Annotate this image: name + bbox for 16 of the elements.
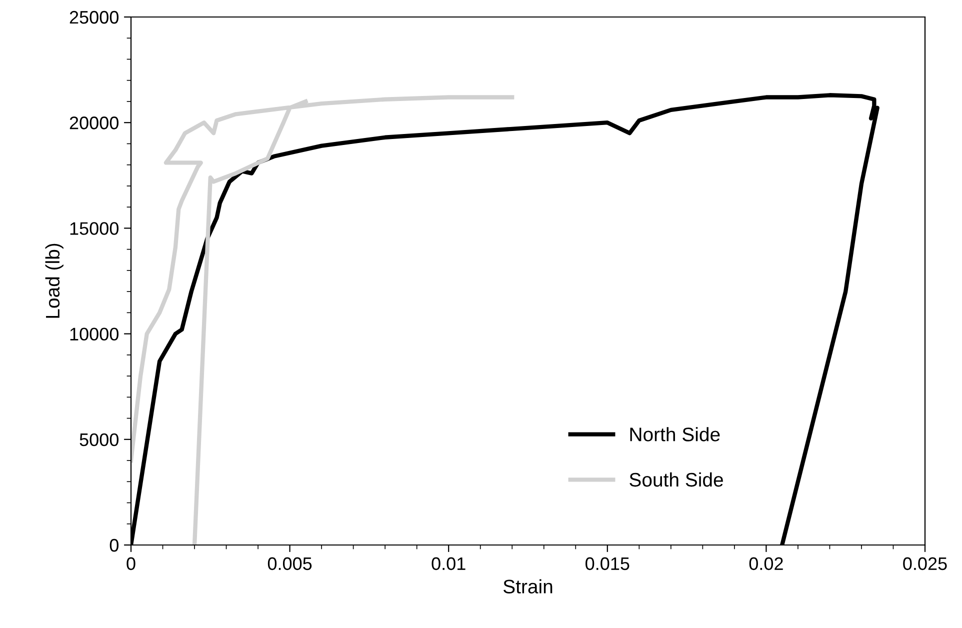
x-axis-title: Strain (503, 579, 552, 594)
y-tick-label: 10000 (70, 328, 118, 341)
y-tick-label: 20000 (70, 116, 118, 130)
x-tick-label: 0 (126, 557, 136, 570)
y-tick-label: 0 (110, 538, 118, 552)
x-tick-label: 0.02 (749, 557, 783, 570)
y-axis-title: Load (lb) (45, 244, 64, 318)
y-tick-label: 15000 (70, 222, 118, 235)
x-tick-label: 0.015 (586, 557, 630, 570)
legend-label: South Side (630, 472, 723, 487)
x-tick-label: 0.025 (903, 557, 947, 570)
x-tick-label: 0.01 (432, 557, 466, 570)
y-tick-label: 5000 (80, 433, 118, 446)
legend-label: North Side (630, 427, 720, 442)
x-tick-label: 0.005 (268, 557, 312, 570)
y-tick-label: 25000 (70, 10, 118, 24)
